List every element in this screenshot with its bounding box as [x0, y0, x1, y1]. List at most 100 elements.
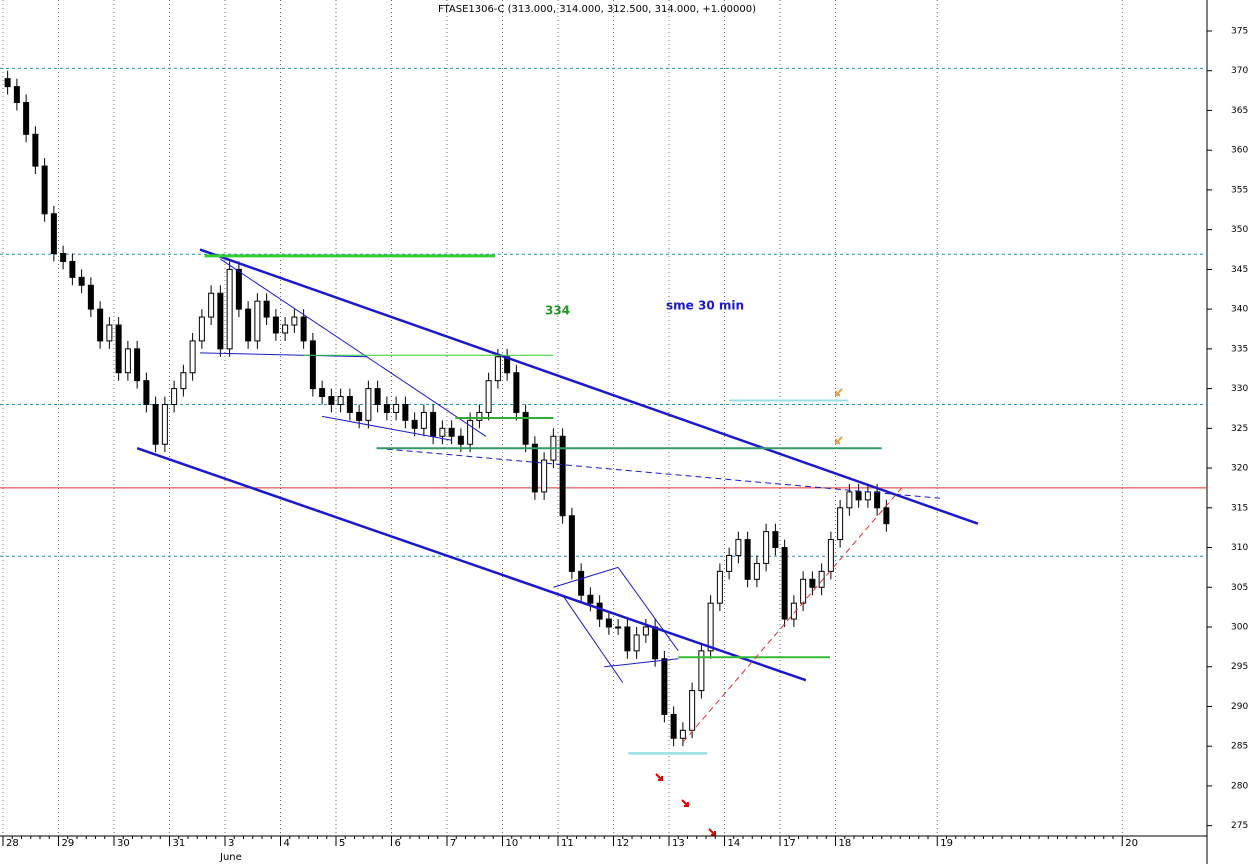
candle-body [87, 284, 94, 310]
y-tick-label: 310 [1231, 543, 1248, 553]
y-tick-label: 315 [1231, 503, 1248, 513]
candle-body [235, 268, 242, 310]
candle-body [356, 411, 363, 421]
candle-body [4, 78, 11, 88]
candle-body [97, 308, 104, 342]
candle-body [874, 491, 881, 509]
candle-body [337, 396, 344, 405]
candle-body [578, 570, 585, 596]
candle-body [522, 411, 529, 445]
x-tick-label: 13 [672, 838, 685, 849]
x-tick-label: 14 [728, 838, 741, 849]
candle-body [726, 554, 733, 572]
candle-body [50, 213, 57, 255]
candle-body [208, 292, 215, 318]
candle-body [430, 411, 437, 437]
y-tick-label: 355 [1231, 185, 1248, 195]
candle-body [615, 626, 622, 629]
month-label: June [219, 852, 242, 863]
y-tick-label: 345 [1231, 265, 1248, 275]
candle-body [735, 539, 742, 556]
candle-body [633, 634, 640, 652]
candle-body [494, 356, 501, 382]
candle-body [217, 292, 224, 350]
candle-body [180, 372, 187, 390]
candle-body [642, 626, 649, 636]
candle-body [744, 539, 751, 580]
candle-body [309, 340, 316, 390]
candle-body [716, 570, 723, 604]
candle-body [328, 396, 335, 405]
candle-body [291, 316, 298, 326]
y-tick-label: 350 [1231, 225, 1248, 235]
x-tick-label: 20 [1125, 838, 1138, 849]
trendline [617, 567, 679, 652]
candle-body [245, 308, 252, 342]
candle-body [531, 443, 538, 493]
x-tick-label: 19 [940, 838, 953, 849]
candle-body [753, 562, 760, 580]
x-tick-label: 31 [173, 838, 186, 849]
y-tick-label: 360 [1231, 146, 1248, 156]
candle-body [864, 491, 871, 501]
candle-body [226, 268, 233, 350]
y-tick-label: 375 [1231, 26, 1248, 36]
trendline [220, 258, 487, 437]
candle-body [272, 316, 279, 334]
trendline [553, 566, 619, 588]
candle-body [161, 403, 168, 445]
x-tick-label: 3 [228, 838, 234, 849]
candle-body [393, 403, 400, 413]
candle-body [69, 260, 76, 278]
candle-body [346, 396, 353, 413]
y-tick-label: 305 [1231, 583, 1248, 593]
candle-body [41, 165, 48, 215]
candle-body [106, 324, 113, 342]
candle-body [254, 300, 261, 342]
annotation: sme 30 min [666, 299, 744, 313]
candle-body [855, 491, 862, 501]
candle-body [596, 602, 603, 620]
y-tick-label: 340 [1231, 305, 1248, 315]
candle-body [300, 316, 307, 342]
trendline [199, 248, 979, 525]
chart-title: FTASE1306-C (313.000, 314.000, 312.500, … [438, 4, 756, 15]
candle-body [800, 578, 807, 604]
candle-body [568, 515, 575, 572]
candle-body [541, 459, 548, 493]
trendline [322, 415, 452, 441]
x-tick-label: 5 [339, 838, 345, 849]
candle-body [707, 602, 714, 652]
x-tick-label: 4 [284, 838, 290, 849]
x-tick-label: 29 [62, 838, 75, 849]
trendline [376, 447, 941, 499]
arrow-icons [655, 388, 843, 836]
candle-body [809, 578, 816, 588]
candle-body [827, 539, 834, 572]
y-tick-label: 295 [1231, 662, 1248, 672]
candle-body [652, 626, 659, 660]
x-tick-label: 28 [6, 838, 19, 849]
candle-body [152, 403, 159, 445]
x-tick-label: 12 [617, 838, 630, 849]
candle-body [559, 435, 566, 517]
x-tick-label: 17 [783, 838, 796, 849]
candle-body [32, 133, 39, 167]
trendline [200, 352, 368, 358]
candle-body [605, 618, 612, 628]
candle-body [198, 316, 205, 342]
candle-body [13, 86, 20, 104]
candle-body [143, 380, 150, 405]
x-tick-label: 10 [506, 838, 519, 849]
y-tick-label: 325 [1231, 424, 1248, 434]
candle-body [818, 570, 825, 588]
candle-body [679, 729, 686, 739]
candle-body [846, 491, 853, 509]
x-tick-label: 30 [117, 838, 130, 849]
candle-body [420, 411, 427, 429]
annotation: 334 [545, 304, 570, 318]
candle-body [374, 388, 381, 405]
y-tick-label: 280 [1231, 781, 1248, 791]
candle-body [513, 372, 520, 413]
